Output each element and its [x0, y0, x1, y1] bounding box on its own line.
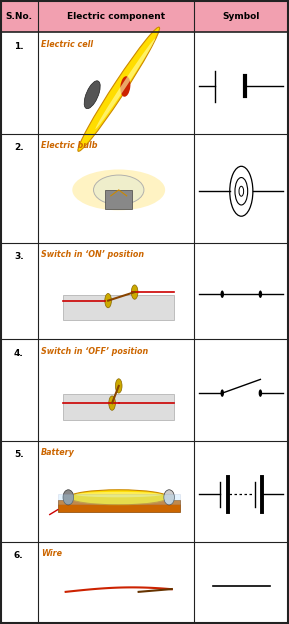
Ellipse shape	[84, 80, 100, 109]
Text: 1.: 1.	[14, 42, 24, 51]
Text: Electric cell: Electric cell	[41, 40, 93, 49]
Text: Switch in ‘OFF’ position: Switch in ‘OFF’ position	[41, 347, 148, 356]
Circle shape	[259, 291, 262, 298]
Text: 4.: 4.	[14, 349, 24, 358]
FancyBboxPatch shape	[105, 190, 132, 209]
Text: 3.: 3.	[14, 252, 24, 261]
Ellipse shape	[76, 492, 162, 497]
FancyBboxPatch shape	[63, 394, 175, 421]
FancyBboxPatch shape	[58, 494, 180, 504]
Circle shape	[109, 396, 115, 410]
Ellipse shape	[69, 490, 168, 505]
Text: Symbol: Symbol	[223, 12, 260, 21]
Ellipse shape	[164, 490, 175, 505]
FancyBboxPatch shape	[58, 500, 180, 512]
Text: 5.: 5.	[14, 450, 24, 459]
Ellipse shape	[94, 175, 144, 205]
Text: 6.: 6.	[14, 551, 24, 560]
Circle shape	[221, 291, 224, 298]
Circle shape	[105, 293, 112, 308]
Circle shape	[131, 285, 138, 300]
Text: Wire: Wire	[41, 549, 62, 558]
Ellipse shape	[72, 170, 165, 210]
Text: Electric bulb: Electric bulb	[41, 141, 98, 150]
Text: Electric component: Electric component	[66, 12, 165, 21]
Circle shape	[239, 187, 244, 197]
Ellipse shape	[63, 490, 74, 505]
FancyBboxPatch shape	[63, 295, 175, 320]
Text: Battery: Battery	[41, 448, 75, 457]
Ellipse shape	[95, 39, 155, 129]
FancyBboxPatch shape	[0, 0, 289, 32]
Circle shape	[259, 389, 262, 397]
Ellipse shape	[78, 27, 160, 152]
Circle shape	[221, 389, 224, 397]
Circle shape	[115, 379, 122, 393]
Text: Switch in ‘ON’ position: Switch in ‘ON’ position	[41, 250, 144, 259]
Text: 2.: 2.	[14, 143, 24, 152]
Ellipse shape	[120, 76, 130, 97]
Text: S.No.: S.No.	[5, 12, 32, 21]
